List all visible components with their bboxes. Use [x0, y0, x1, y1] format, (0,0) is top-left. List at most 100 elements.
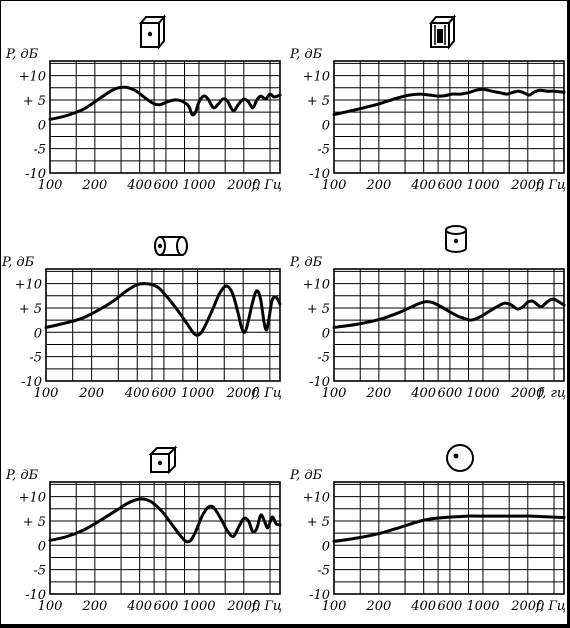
y-tick-label: +10: [303, 491, 330, 506]
y-tick-label: +10: [19, 70, 46, 85]
plot-area: [333, 268, 565, 382]
x-tick-label: 400: [410, 599, 436, 614]
x-tick-label: 2000: [510, 599, 544, 614]
x-tick-label: 1000: [466, 386, 499, 401]
sphere-speaker-icon: [446, 444, 474, 472]
x-tick-label: 200: [78, 386, 104, 401]
y-tick-label: + 5: [23, 515, 46, 530]
x-axis-label: f, гц: [537, 386, 566, 401]
y-axis-label: P, дБ: [289, 47, 323, 62]
y-tick-label: +10: [303, 278, 330, 293]
x-axis-label: f, Гц: [251, 386, 282, 401]
y-tick-label: 0: [34, 326, 42, 341]
y-tick-label: +10: [15, 278, 42, 293]
cube-speaker-icon: [148, 445, 178, 475]
x-tick-label: 1000: [182, 599, 215, 614]
x-tick-label: 100: [322, 178, 347, 193]
y-tick-label: 0: [38, 539, 46, 554]
x-tick-label: 100: [34, 386, 59, 401]
x-tick-label: 100: [38, 178, 63, 193]
x-tick-label: 2000: [226, 178, 260, 193]
y-axis-label: P, дБ: [1, 255, 35, 270]
x-tick-label: 2000: [226, 599, 260, 614]
response-curve: [44, 282, 282, 337]
x-tick-label: 200: [365, 178, 391, 193]
y-tick-label: + 5: [307, 515, 330, 530]
y-tick-label: +10: [19, 491, 46, 506]
y-tick-label: -10: [309, 375, 330, 390]
y-tick-label: -5: [317, 564, 330, 579]
x-axis-label: f, Гц: [251, 178, 282, 193]
y-tick-label: + 5: [307, 302, 330, 317]
response-curve: [332, 514, 566, 543]
x-tick-label: 100: [38, 599, 63, 614]
x-tick-label: 400: [126, 178, 152, 193]
y-tick-label: -5: [33, 564, 46, 579]
x-axis-label: f, Гц: [535, 178, 566, 193]
box-speaker-icon: [138, 14, 167, 50]
x-tick-label: 200: [81, 178, 107, 193]
response-curve: [48, 85, 282, 121]
y-tick-label: 0: [322, 539, 330, 554]
y-tick-label: + 5: [19, 302, 42, 317]
x-tick-label: 600: [437, 178, 462, 193]
y-tick-label: -5: [29, 351, 42, 366]
x-tick-label: 2000: [510, 386, 544, 401]
y-tick-label: -10: [21, 375, 42, 390]
y-axis-label: P, дБ: [289, 468, 323, 483]
x-tick-label: 1000: [181, 386, 214, 401]
y-tick-label: -5: [33, 143, 46, 158]
x-tick-label: 200: [81, 599, 107, 614]
y-tick-label: +10: [303, 70, 330, 85]
y-tick-label: -10: [309, 588, 330, 603]
y-axis-label: P, дБ: [5, 468, 39, 483]
x-tick-label: 100: [322, 386, 347, 401]
y-tick-label: -5: [317, 143, 330, 158]
x-tick-label: 200: [365, 386, 391, 401]
x-axis-label: f, Гц: [535, 599, 566, 614]
y-axis-label: P, дБ: [5, 47, 39, 62]
x-axis-label: f, Гц: [251, 599, 282, 614]
x-tick-label: 600: [153, 178, 178, 193]
cylinder-side-icon: [154, 236, 188, 256]
x-tick-label: 1000: [466, 178, 499, 193]
y-tick-label: -10: [25, 588, 46, 603]
y-tick-label: -10: [309, 167, 330, 182]
y-tick-label: -10: [25, 167, 46, 182]
x-tick-label: 600: [152, 386, 177, 401]
x-tick-label: 400: [410, 178, 436, 193]
y-tick-label: 0: [322, 118, 330, 133]
plot-area: [49, 60, 281, 174]
plot-area: [333, 481, 565, 595]
x-tick-label: 600: [437, 386, 462, 401]
x-tick-label: 400: [410, 386, 436, 401]
x-tick-label: 2000: [226, 386, 260, 401]
x-tick-label: 600: [153, 599, 178, 614]
y-tick-label: -5: [317, 351, 330, 366]
y-tick-label: 0: [38, 118, 46, 133]
y-tick-label: + 5: [307, 94, 330, 109]
x-tick-label: 2000: [510, 178, 544, 193]
x-tick-label: 400: [126, 599, 152, 614]
x-tick-label: 400: [124, 386, 150, 401]
plot-area: [45, 268, 281, 382]
response-curve: [332, 87, 566, 117]
response-curve: [332, 297, 566, 329]
horn-speaker-icon: [428, 14, 457, 50]
x-tick-label: 100: [322, 599, 347, 614]
cylinder-top-icon: [445, 225, 467, 253]
plot-area: [333, 60, 565, 174]
x-tick-label: 1000: [466, 599, 499, 614]
x-tick-label: 1000: [182, 178, 215, 193]
y-tick-label: 0: [322, 326, 330, 341]
response-curve: [48, 497, 282, 544]
y-tick-label: + 5: [23, 94, 46, 109]
x-tick-label: 200: [365, 599, 391, 614]
x-tick-label: 600: [437, 599, 462, 614]
